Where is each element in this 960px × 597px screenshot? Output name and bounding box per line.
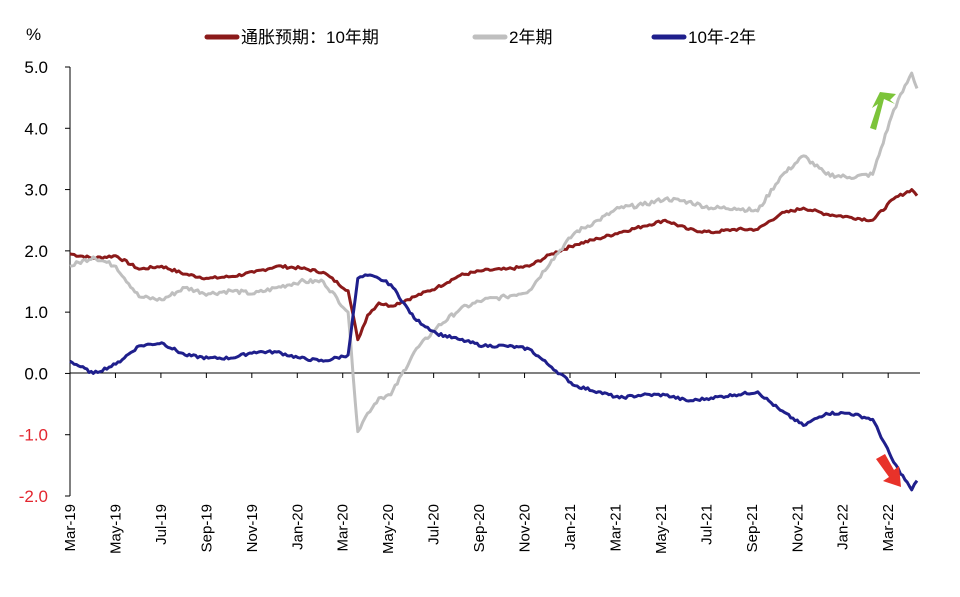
x-tick-label: May-19: [107, 504, 124, 554]
x-tick-label: May-21: [653, 504, 670, 554]
y-tick-label: 5.0: [24, 58, 48, 77]
y-tick-label: 4.0: [24, 119, 48, 138]
x-tick-label: Sep-20: [471, 504, 488, 552]
x-tick-label: Mar-19: [62, 504, 79, 552]
legend: 通胀预期：10年期 2年期 10年-2年: [204, 28, 756, 47]
series-line-inflation-10y: [69, 188, 919, 342]
annotation-layer: [870, 92, 901, 487]
x-tick-label: Jul-19: [153, 504, 170, 545]
series-line-2y: [69, 71, 919, 434]
legend-item-2y: 2年期: [472, 28, 552, 47]
y-tick-label: -1.0: [19, 426, 48, 445]
x-tick-label: Jan-21: [562, 504, 579, 550]
y-tick-label: 0.0: [24, 364, 48, 383]
y-axis: 5.0 4.0 3.0 2.0 1.0 0.0 -1.0 -2.0: [19, 58, 71, 506]
legend-item-inflation-10y: 通胀预期：10年期: [204, 28, 379, 47]
y-tick-label: 3.0: [24, 181, 48, 200]
x-tick-label: Nov-20: [517, 504, 534, 552]
legend-item-10y-2y: 10年-2年: [651, 28, 756, 47]
x-tick-label: Nov-19: [244, 504, 261, 552]
series-line-10y-2y: [69, 273, 919, 492]
x-tick-label: Jan-22: [835, 504, 852, 550]
y-tick-label: -2.0: [19, 487, 48, 506]
x-tick-label: Mar-22: [880, 504, 897, 552]
x-tick-label: Jul-20: [426, 504, 443, 545]
down-arrow: [876, 454, 901, 487]
x-tick-label: Jul-21: [698, 504, 715, 545]
series-layer: [69, 71, 919, 492]
legend-label: 2年期: [509, 28, 552, 47]
y-tick-label: 1.0: [24, 303, 48, 322]
x-tick-label: Mar-20: [335, 504, 352, 552]
x-tick-label: Jan-20: [289, 504, 306, 550]
x-tick-label: Nov-21: [789, 504, 806, 552]
x-tick-label: Mar-21: [607, 504, 624, 552]
y-axis-unit: %: [26, 25, 41, 44]
up-arrow: [870, 92, 896, 130]
x-tick-label: May-20: [380, 504, 397, 554]
legend-label: 通胀预期：10年期: [241, 28, 379, 47]
legend-label: 10年-2年: [688, 28, 756, 47]
x-tick-label: Sep-21: [744, 504, 761, 552]
x-axis: Mar-19 May-19 Jul-19 Sep-19 Nov-19 Jan-20 Mar-…: [62, 372, 920, 554]
x-tick-label: Sep-19: [198, 504, 215, 552]
y-tick-label: 2.0: [24, 242, 48, 261]
